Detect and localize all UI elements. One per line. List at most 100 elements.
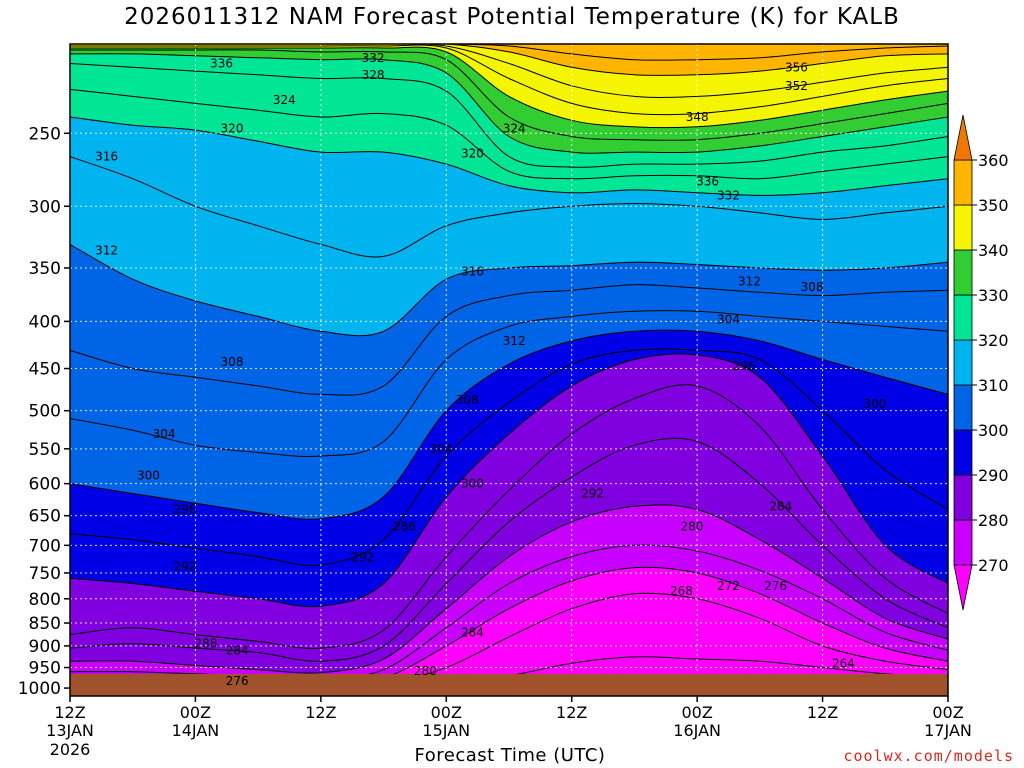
x-tick-date-12: 14JAN	[172, 721, 220, 740]
isentrope-320	[70, 116, 948, 196]
isentrope-312	[70, 243, 948, 337]
contour-label-320: 320	[461, 147, 484, 161]
x-axis-title: Forecast Time (UTC)	[414, 745, 606, 766]
isentrope-292	[70, 353, 948, 608]
contour-label-304: 304	[153, 427, 176, 441]
colorbar-band-320	[953, 294, 973, 341]
contour-label-352: 352	[785, 79, 808, 93]
colorbar-label-320: 320	[978, 331, 1009, 350]
colorbar-band-300	[953, 384, 973, 431]
colorbar: 270 280 290 300 310 320 330 340 350 360	[953, 114, 1009, 611]
y-tick-label-600: 600	[29, 475, 61, 495]
y-tick-label-500: 500	[29, 402, 61, 422]
colorbar-label-290: 290	[978, 466, 1009, 485]
contour-label-276: 276	[226, 674, 249, 688]
y-tick-label-550: 550	[29, 440, 61, 460]
isentrope-324	[70, 88, 948, 180]
contour-label-324: 324	[503, 121, 526, 135]
x-tick-date-36: 15JAN	[422, 721, 470, 740]
contour-label-308: 308	[221, 355, 244, 369]
contour-label-288: 288	[194, 637, 217, 651]
colorbar-band-350	[953, 159, 973, 206]
contour-label-280: 280	[414, 664, 437, 678]
fill-band-356	[70, 44, 948, 61]
contour-label-312: 312	[503, 334, 526, 348]
colorbar-low-arrow	[953, 564, 973, 611]
colorbar-high-arrow	[953, 114, 973, 161]
x-tick-label-12: 00Z	[180, 703, 211, 722]
credit-link[interactable]: coolwx.com/models	[843, 747, 1014, 765]
isentrope-308	[70, 284, 948, 396]
contour-label-356: 356	[785, 60, 808, 74]
isentrope-332	[70, 53, 948, 154]
ground-terrain	[70, 674, 948, 696]
isentrope-284	[70, 437, 948, 662]
colorbar-band-310	[953, 339, 973, 386]
x-tick-label-24: 12Z	[305, 703, 336, 722]
x-tick-label-0: 12Z	[54, 703, 85, 722]
x-tick-date-84: 17JAN	[924, 721, 972, 740]
y-tick-label-700: 700	[29, 536, 61, 556]
x-tick-date-60: 16JAN	[673, 721, 721, 740]
colorbar-label-330: 330	[978, 286, 1009, 305]
contour-label-332: 332	[362, 51, 385, 65]
y-tick-label-950: 950	[29, 659, 61, 679]
plot-frame	[69, 43, 949, 697]
contour-label-304: 304	[430, 442, 453, 456]
contour-label-296: 296	[174, 502, 197, 516]
contour-label-300: 300	[461, 477, 484, 491]
x-tick-date-0: 13JAN	[46, 721, 94, 740]
contour-label-308: 308	[801, 280, 824, 294]
contour-label-320: 320	[221, 121, 244, 135]
colorbar-band-340	[953, 204, 973, 251]
contour-label-312: 312	[738, 274, 761, 288]
isentrope-352	[70, 44, 948, 76]
isentrope-328	[70, 63, 948, 168]
colorbar-label-270: 270	[978, 556, 1009, 575]
x-axis-year: 2026	[49, 740, 91, 759]
contour-label-296: 296	[733, 359, 756, 373]
y-tick-label-750: 750	[29, 564, 61, 584]
contour-labels: 336 3323283243203163243203563523483363323…	[95, 51, 886, 688]
isentrope-316	[70, 156, 948, 258]
isentrope-280	[70, 504, 948, 674]
contour-label-286: 286	[393, 520, 416, 534]
colorbar-label-280: 280	[978, 511, 1009, 530]
isentrope-288	[70, 384, 948, 649]
isentrope-344	[70, 44, 948, 116]
contour-label-332: 332	[717, 188, 740, 202]
isentrope-304	[70, 310, 948, 458]
contour-label-324: 324	[273, 93, 296, 107]
chart-title: 2026011312 NAM Forecast Potential Temper…	[124, 4, 900, 30]
colorbar-label-310: 310	[978, 376, 1009, 395]
contour-label-308: 308	[456, 393, 479, 407]
isentrope-348	[70, 44, 948, 98]
contour-label-328: 328	[362, 68, 385, 82]
contour-label-336: 336	[210, 57, 233, 71]
x-tick-label-48: 12Z	[556, 703, 587, 722]
y-tick-label-850: 850	[29, 614, 61, 634]
x-tick-label-36: 00Z	[431, 703, 462, 722]
contour-label-272: 272	[717, 579, 740, 593]
contour-label-292: 292	[351, 551, 374, 565]
colorbar-label-300: 300	[978, 421, 1009, 440]
y-tick-label-400: 400	[29, 312, 61, 332]
y-tick-label-300: 300	[29, 197, 61, 217]
y-tick-label-250: 250	[29, 124, 61, 144]
contour-label-348: 348	[686, 110, 709, 124]
isentrope-296	[70, 348, 948, 566]
y-axis: 250 300 350 400 450 500 550 600 650 700 750 800 850 9…	[18, 124, 70, 699]
contour-label-300: 300	[137, 469, 160, 483]
contour-label-284: 284	[769, 499, 792, 513]
x-tick-label-60: 00Z	[681, 703, 712, 722]
colorbar-band-330	[953, 249, 973, 296]
y-tick-label-1000: 1000	[18, 679, 61, 699]
x-tick-label-72: 12Z	[807, 703, 838, 722]
contour-label-268: 268	[670, 584, 693, 598]
y-tick-label-900: 900	[29, 637, 61, 657]
contour-label-292: 292	[581, 487, 604, 501]
colorbar-label-360: 360	[978, 151, 1009, 170]
isentrope-300	[70, 329, 948, 520]
